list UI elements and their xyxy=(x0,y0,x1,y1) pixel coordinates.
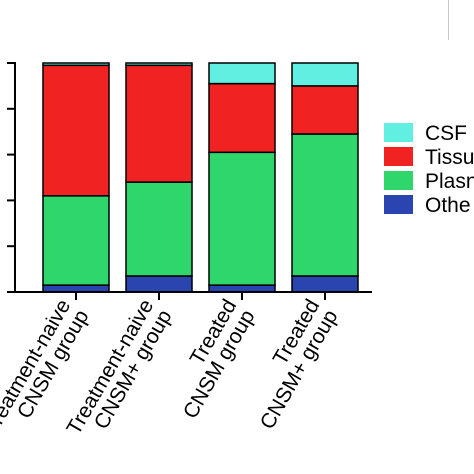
bar-segment-csf-4 xyxy=(291,62,359,87)
frame-edge xyxy=(0,0,449,40)
bar-segment-plasma-4 xyxy=(291,133,359,277)
bar-segment-other-4 xyxy=(291,275,359,293)
bar-segment-csf-1 xyxy=(42,62,110,67)
bar-segment-csf-2 xyxy=(125,62,193,67)
legend-swatch-3 xyxy=(384,171,413,190)
bars-layer xyxy=(42,62,359,293)
legend-swatch-2 xyxy=(384,147,413,166)
legend-label-1: CSF xyxy=(425,122,467,145)
bar-segment-tissue-1 xyxy=(42,64,110,197)
legend-swatch-1 xyxy=(384,123,413,142)
bar-segment-tissue-3 xyxy=(208,82,276,154)
bar-segment-tissue-2 xyxy=(125,64,193,183)
legend-label-4: Othe xyxy=(425,194,471,217)
bar-segment-csf-3 xyxy=(208,62,276,85)
legend-label-3: Plasn xyxy=(425,170,474,193)
bar-segment-tissue-4 xyxy=(291,85,359,135)
bar-segment-other-2 xyxy=(125,275,193,293)
bar-segment-plasma-2 xyxy=(125,181,193,277)
axes-layer xyxy=(7,62,372,300)
bar-segment-other-3 xyxy=(208,284,276,293)
legend-swatch-4 xyxy=(384,195,413,214)
legend-label-2: Tissu xyxy=(425,146,474,169)
bar-segment-plasma-1 xyxy=(42,195,110,286)
bar-segment-other-1 xyxy=(42,284,110,293)
bar-segment-plasma-3 xyxy=(208,151,276,286)
